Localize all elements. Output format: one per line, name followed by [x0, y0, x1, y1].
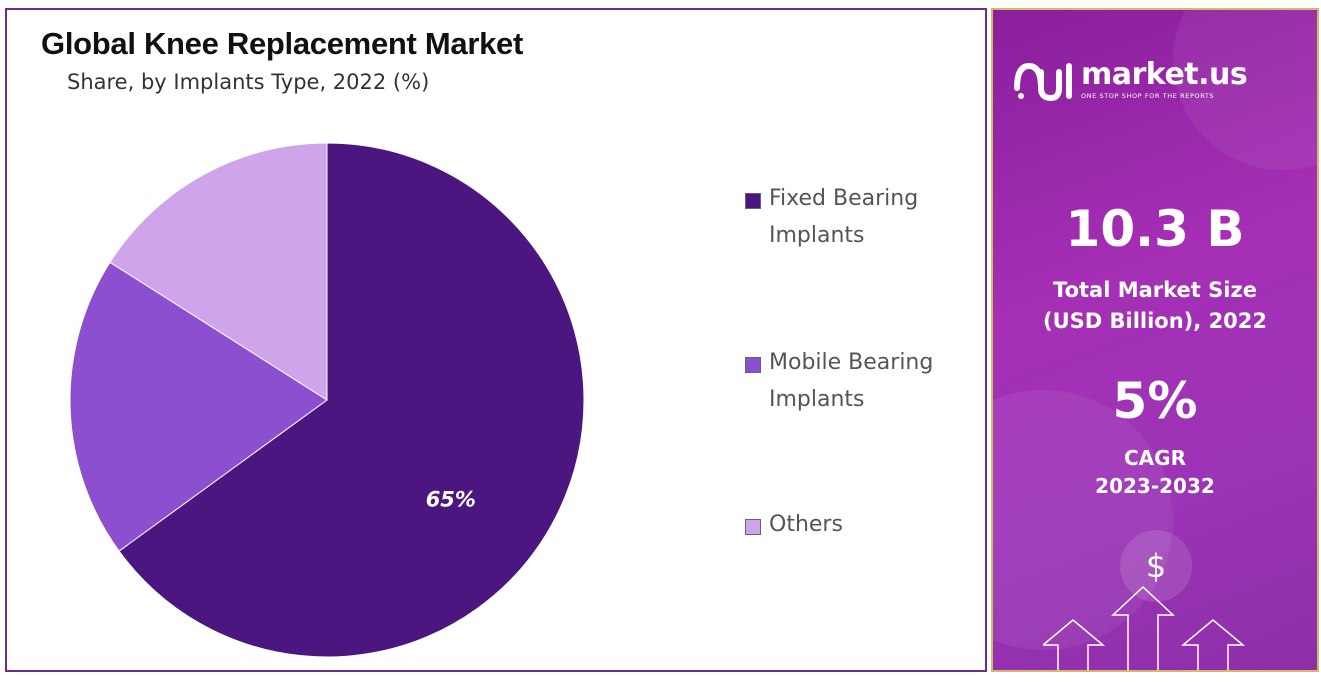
- cagr-value: 5%: [1112, 372, 1198, 430]
- pie-chart: 65%: [69, 142, 585, 658]
- legend-swatch: [745, 519, 761, 535]
- logo-icon: [1014, 62, 1072, 102]
- market-us-logo: market.us ONE STOP SHOP FOR THE REPORTS: [1013, 57, 1248, 102]
- legend-item-fixed-bearing: Fixed Bearing Implants: [745, 180, 918, 254]
- chart-title: Global Knee Replacement Market: [41, 26, 523, 61]
- chart-panel: Global Knee Replacement Market Share, by…: [5, 8, 987, 672]
- summary-panel: market.us ONE STOP SHOP FOR THE REPORTS …: [991, 8, 1319, 672]
- legend-item-mobile-bearing: Mobile Bearing Implants: [745, 344, 933, 418]
- market-size-label: Total Market Size (USD Billion), 2022: [1042, 278, 1268, 333]
- market-size-value: 10.3 B: [1065, 200, 1245, 258]
- legend-swatch: [745, 357, 761, 373]
- logo-tagline: ONE STOP SHOP FOR THE REPORTS: [1081, 92, 1215, 100]
- pie-data-label: 65%: [426, 487, 476, 511]
- legend-swatch: [745, 193, 761, 209]
- cagr-label: CAGR 2023-2032: [1095, 446, 1215, 498]
- pie-slice-others: [109, 142, 328, 401]
- legend-item-others: Others: [745, 506, 843, 543]
- logo-text: market.us: [1081, 57, 1248, 92]
- growth-arrows-icon: [1043, 585, 1246, 670]
- dollar-icon: $: [1120, 530, 1192, 602]
- pie-slice-mobile-bearing-implants: [69, 261, 328, 552]
- pie-slice-fixed-bearing-implants: [118, 142, 585, 658]
- legend-label: Fixed Bearing Implants: [769, 186, 919, 248]
- legend-label: Others: [769, 512, 843, 537]
- chart-subtitle: Share, by Implants Type, 2022 (%): [67, 70, 430, 94]
- legend-label: Mobile Bearing Implants: [769, 350, 934, 412]
